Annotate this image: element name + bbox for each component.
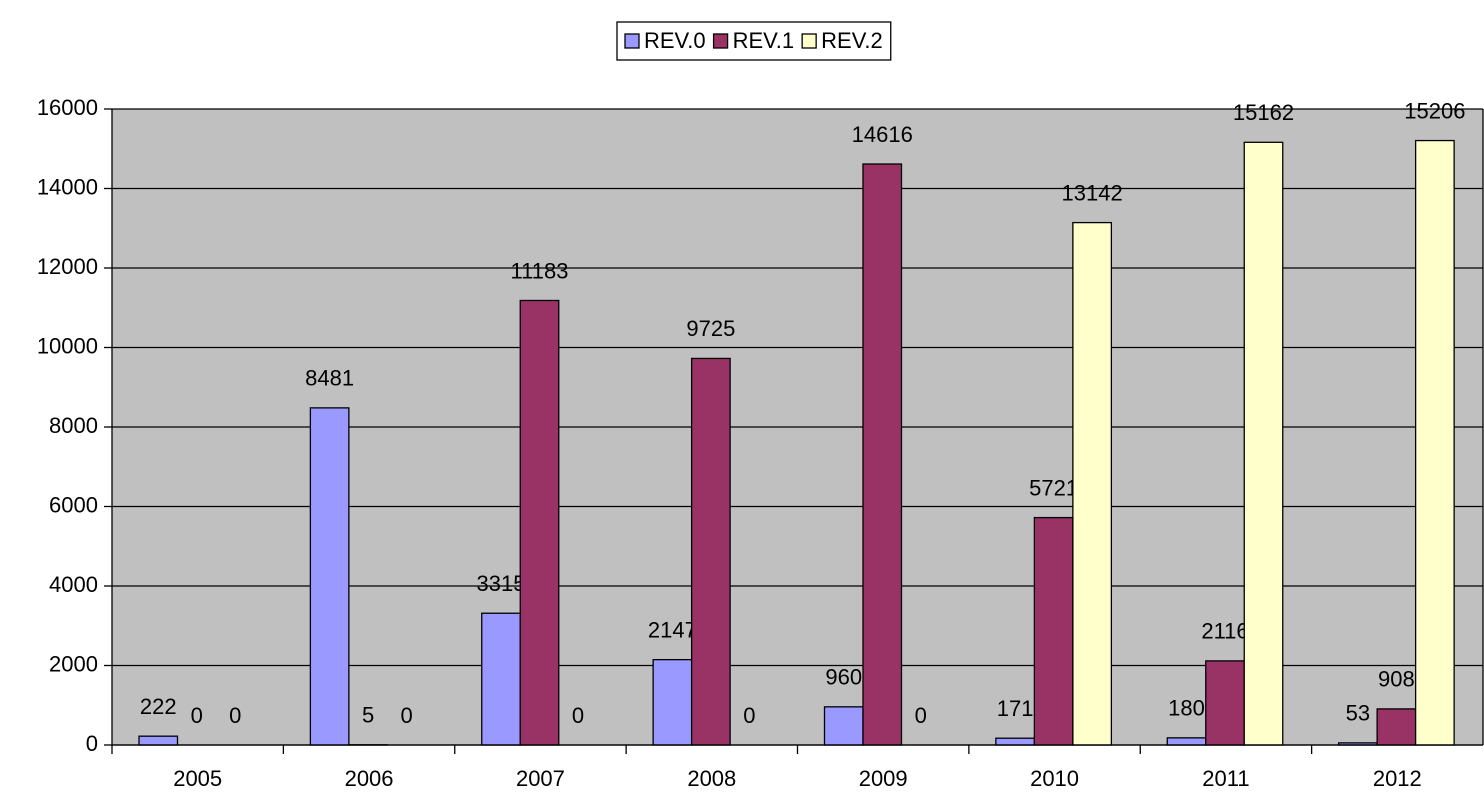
value-label: 171 <box>997 696 1034 721</box>
legend-box <box>616 21 892 61</box>
y-tick-label: 14000 <box>37 174 98 199</box>
bar <box>1033 516 1074 746</box>
bar <box>1243 141 1284 746</box>
x-tick-label: 2006 <box>345 766 394 791</box>
bar <box>823 706 864 746</box>
y-tick-label: 4000 <box>49 572 98 597</box>
bar <box>862 163 903 746</box>
legend-label: REV.2 <box>821 28 883 53</box>
legend-swatch <box>801 33 817 49</box>
bar <box>995 737 1036 746</box>
value-label: 13142 <box>1062 180 1123 205</box>
value-label: 11183 <box>511 258 569 283</box>
value-label: 5721 <box>1029 475 1078 500</box>
x-tick-label: 2012 <box>1373 766 1422 791</box>
value-label: 53 <box>1346 701 1370 726</box>
value-label: 15206 <box>1404 98 1465 123</box>
bar <box>1205 660 1245 746</box>
value-label: 960 <box>825 665 862 690</box>
value-label: 8481 <box>305 366 354 391</box>
legend-swatch <box>712 33 729 49</box>
bar <box>519 299 560 746</box>
x-tick-label: 2007 <box>516 766 565 791</box>
y-tick-label: 2000 <box>49 651 98 676</box>
bar <box>652 659 693 746</box>
bar <box>481 612 521 746</box>
value-label: 222 <box>140 694 177 719</box>
value-label: 0 <box>743 703 755 728</box>
legend-label: REV.0 <box>644 28 706 53</box>
legend-label: REV.1 <box>733 28 795 53</box>
value-label: 0 <box>915 703 927 728</box>
x-tick-label: 2005 <box>173 766 222 791</box>
value-label: 15162 <box>1233 100 1294 125</box>
value-label: 14616 <box>852 122 913 147</box>
bar <box>1376 708 1417 746</box>
x-tick-label: 2009 <box>859 766 908 791</box>
value-label: 0 <box>572 703 584 728</box>
bar <box>1414 139 1455 746</box>
value-label: 9725 <box>686 316 735 341</box>
bar <box>690 357 731 746</box>
legend: REV.0 REV.1 REV.2 <box>616 21 892 61</box>
bar <box>1072 221 1113 746</box>
value-label: 2147 <box>648 617 697 642</box>
y-tick-label: 8000 <box>49 413 98 438</box>
value-label: 0 <box>191 703 203 728</box>
x-tick-label: 2008 <box>687 766 736 791</box>
y-tick-label: 10000 <box>37 333 98 358</box>
value-label: 2116 <box>1201 619 1248 644</box>
value-label: 180 <box>1168 696 1205 721</box>
value-label: 0 <box>401 703 413 728</box>
y-tick-label: 6000 <box>49 492 98 517</box>
value-label: 3315 <box>477 571 526 596</box>
value-label: 908 <box>1378 667 1415 692</box>
y-tick-label: 12000 <box>37 254 98 279</box>
value-label: 0 <box>229 703 241 728</box>
y-tick-label: 0 <box>86 731 98 756</box>
x-tick-label: 2010 <box>1030 766 1079 791</box>
legend-swatch <box>624 33 640 49</box>
bar <box>1166 737 1207 746</box>
value-label: 5 <box>362 703 374 728</box>
x-tick-label: 2011 <box>1202 766 1249 791</box>
y-tick-label: 16000 <box>37 95 98 120</box>
bar <box>138 735 179 746</box>
bar <box>309 407 350 746</box>
